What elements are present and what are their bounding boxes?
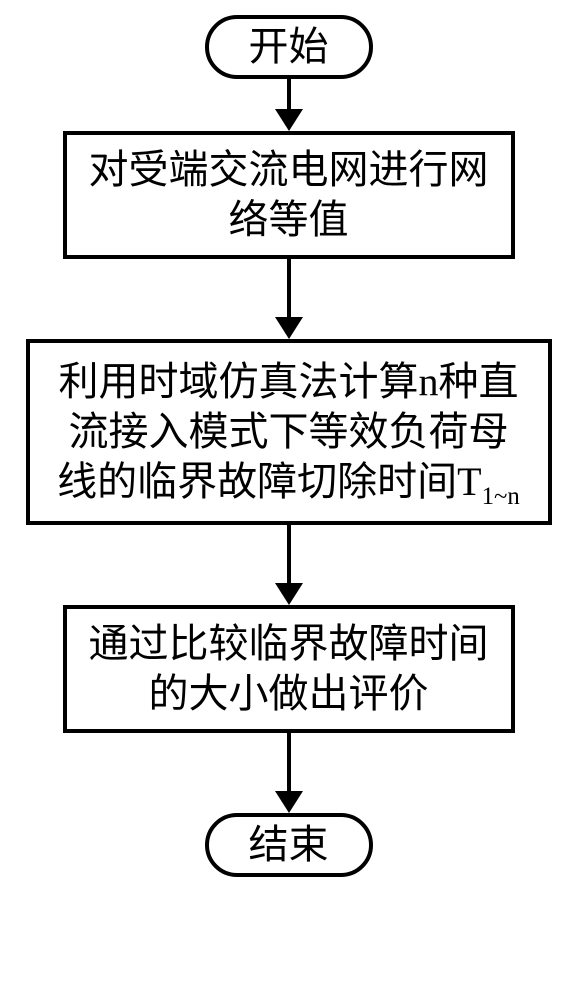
process-step-2: 利用时域仿真法计算n种直 流接入模式下等效负荷母 线的临界故障切除时间T1~n [26, 339, 552, 525]
terminator-start: 开始 [205, 15, 373, 79]
step2-subscript: 1~n [482, 483, 520, 510]
arrow-shaft [287, 79, 291, 109]
flowchart: 开始 对受端交流电网进行网络等值 利用时域仿真法计算n种直 流接入模式下等效负荷… [26, 15, 552, 877]
step3-line1: 通过比较临界故障时间 [79, 619, 499, 669]
arrow-head-icon [275, 109, 303, 131]
step2-line3: 线的临界故障切除时间T1~n [44, 457, 534, 507]
end-label: 结束 [249, 822, 329, 867]
arrow-head-icon [275, 583, 303, 605]
arrow-4 [275, 733, 303, 813]
step3-line2: 的大小做出评价 [79, 669, 499, 719]
arrow-shaft [287, 259, 291, 317]
start-label: 开始 [249, 24, 329, 69]
process-step-3: 通过比较临界故障时间 的大小做出评价 [63, 605, 515, 733]
process-step-1: 对受端交流电网进行网络等值 [63, 131, 515, 259]
step2-line2: 流接入模式下等效负荷母 [44, 407, 534, 457]
step2-line1: 利用时域仿真法计算n种直 [44, 357, 534, 407]
arrow-3 [275, 525, 303, 605]
step1-text: 对受端交流电网进行网络等值 [89, 147, 489, 242]
arrow-shaft [287, 733, 291, 791]
arrow-head-icon [275, 317, 303, 339]
arrow-shaft [287, 525, 291, 583]
arrow-head-icon [275, 791, 303, 813]
arrow-2 [275, 259, 303, 339]
terminator-end: 结束 [205, 813, 373, 877]
step2-line3-text: 线的临界故障切除时间T [57, 459, 481, 504]
arrow-1 [275, 79, 303, 131]
